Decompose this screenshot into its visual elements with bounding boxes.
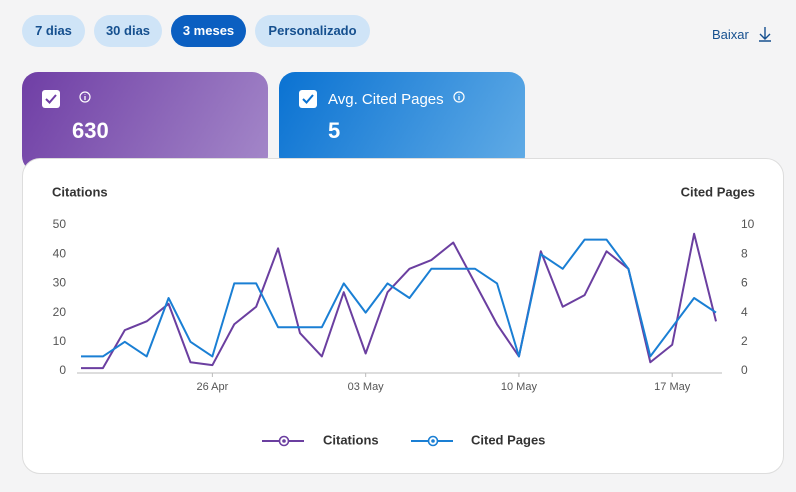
y2-axis-title: Cited Pages: [681, 184, 755, 199]
y2-tick-label: 2: [741, 334, 748, 348]
download-text: Baixar: [712, 27, 749, 42]
filter-button[interactable]: Personalizado: [255, 15, 370, 47]
x-tick-label: 03 May: [348, 381, 385, 393]
card-value: 5: [328, 118, 341, 143]
y-axis-title: Citations: [52, 184, 108, 199]
legend-marker-dot: [282, 439, 286, 443]
card-label: Avg. Cited Pages: [328, 90, 466, 108]
y-tick-label: 30: [53, 276, 67, 290]
x-tick-label: 17 May: [654, 381, 691, 393]
card-checkbox: [299, 90, 317, 108]
y2-tick-label: 6: [741, 276, 748, 290]
y-tick-label: 0: [59, 363, 66, 377]
filter-button[interactable]: 30 dias: [94, 15, 162, 47]
card-label-text: Avg. Cited Pages: [328, 91, 444, 108]
legend-label: Citations: [323, 432, 379, 447]
filter-button[interactable]: 3 meses: [171, 15, 246, 47]
legend-marker-dot: [431, 439, 435, 443]
y2-tick-label: 10: [741, 217, 755, 231]
x-tick-label: 26 Apr: [196, 381, 228, 393]
y-tick-label: 10: [53, 334, 67, 348]
series-line: [81, 238, 717, 358]
y2-tick-label: 0: [741, 363, 748, 377]
card-value: 630: [72, 118, 109, 143]
series-line: [81, 232, 717, 370]
y2-tick-label: 8: [741, 246, 748, 260]
download-icon: [759, 27, 772, 42]
y2-tick-label: 4: [741, 305, 748, 319]
metric-card[interactable]: Avg. Cited Pages 5: [279, 72, 525, 172]
info-icon: [453, 91, 465, 103]
filter-button[interactable]: 7 dias: [22, 15, 85, 47]
legend-label: Cited Pages: [471, 432, 545, 447]
x-tick-label: 10 May: [501, 381, 538, 393]
metric-card[interactable]: 630: [22, 72, 268, 172]
y-tick-label: 50: [53, 217, 67, 231]
download-link[interactable]: Baixar: [712, 26, 772, 42]
chart-panel: [22, 158, 784, 474]
y-tick-label: 40: [53, 246, 67, 260]
y-tick-label: 20: [53, 305, 67, 319]
card-icons: [42, 90, 91, 108]
